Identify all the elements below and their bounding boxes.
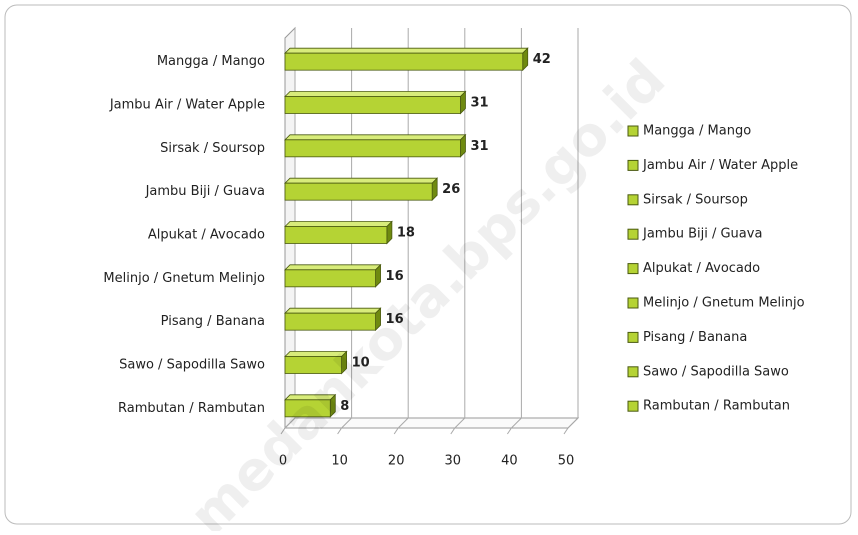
legend-swatch	[627, 194, 639, 206]
bar	[284, 307, 382, 332]
bar-front	[284, 139, 461, 158]
grid-line	[450, 28, 466, 435]
bar	[284, 220, 393, 245]
legend-swatch	[627, 366, 639, 378]
legend-label: Pisang / Banana	[643, 330, 747, 345]
legend-label: Rambutan / Rambutan	[643, 399, 790, 414]
legend-label: Jambu Biji / Guava	[642, 227, 762, 242]
data-label: 16	[386, 269, 404, 284]
bar-top	[284, 91, 467, 97]
y-tick-label: Melinjo / Gnetum Melinjo	[103, 271, 265, 286]
y-tick-label: Rambutan / Rambutan	[118, 401, 265, 416]
x-tick-label: 30	[445, 454, 462, 469]
legend-label: Sawo / Sapodilla Sawo	[643, 364, 789, 379]
y-tick-label: Mangga / Mango	[157, 54, 265, 69]
x-tick-label: 50	[558, 454, 575, 469]
x-tick-label: 40	[501, 454, 518, 469]
y-tick-label: Alpukat / Avocado	[148, 228, 265, 243]
bar-front	[284, 356, 342, 374]
bar-top	[284, 47, 529, 54]
bar-front	[284, 269, 376, 288]
legend-swatch	[627, 159, 639, 171]
bar	[284, 263, 382, 288]
bar-front	[284, 52, 524, 71]
legend-swatch	[627, 400, 639, 412]
grid-line	[563, 28, 579, 435]
legend-swatch	[627, 263, 639, 275]
legend-label: Melinjo / Gnetum Melinjo	[643, 296, 805, 311]
bar	[284, 47, 529, 72]
bar-top	[284, 134, 467, 141]
bar	[284, 133, 467, 158]
y-tick-label: Sawo / Sapodilla Sawo	[119, 358, 265, 373]
x-tick-label: 10	[331, 454, 348, 469]
grid-line	[393, 28, 409, 435]
data-label: 31	[470, 139, 488, 154]
bar	[284, 350, 348, 375]
grid-line	[506, 28, 522, 435]
y-tick-label: Jambu Air / Water Apple	[109, 98, 265, 113]
legend-label: Alpukat / Avocado	[643, 261, 760, 276]
legend-swatch	[627, 331, 639, 343]
y-tick-label: Jambu Biji / Guava	[145, 184, 265, 199]
bar	[284, 177, 439, 202]
legend-swatch	[627, 125, 639, 137]
data-label: 26	[442, 182, 460, 197]
bar	[284, 90, 467, 115]
bar-front	[284, 226, 388, 244]
bar-top	[284, 264, 382, 271]
data-label: 16	[386, 312, 404, 327]
y-tick-label: Pisang / Banana	[161, 314, 265, 329]
legend-label: Mangga / Mango	[643, 124, 751, 139]
chart-frame	[4, 4, 852, 525]
bar-top	[284, 221, 393, 227]
bar-front	[284, 399, 331, 418]
x-tick-label: 0	[279, 454, 287, 469]
legend-label: Jambu Air / Water Apple	[642, 158, 798, 173]
bar-front	[284, 312, 376, 331]
data-label: 18	[397, 226, 415, 241]
legend-label: Sirsak / Soursop	[643, 192, 748, 207]
legend-swatch	[627, 228, 639, 240]
bar-top	[284, 177, 439, 184]
data-label: 10	[352, 356, 370, 371]
data-label: 31	[470, 96, 488, 111]
data-label: 8	[340, 399, 349, 414]
bar-front	[284, 96, 461, 114]
y-tick-label: Sirsak / Soursop	[160, 141, 265, 156]
bar-front	[284, 182, 433, 201]
x-tick-label: 20	[388, 454, 405, 469]
bar	[284, 393, 337, 418]
legend-swatch	[627, 297, 639, 309]
data-label: 42	[533, 52, 551, 67]
